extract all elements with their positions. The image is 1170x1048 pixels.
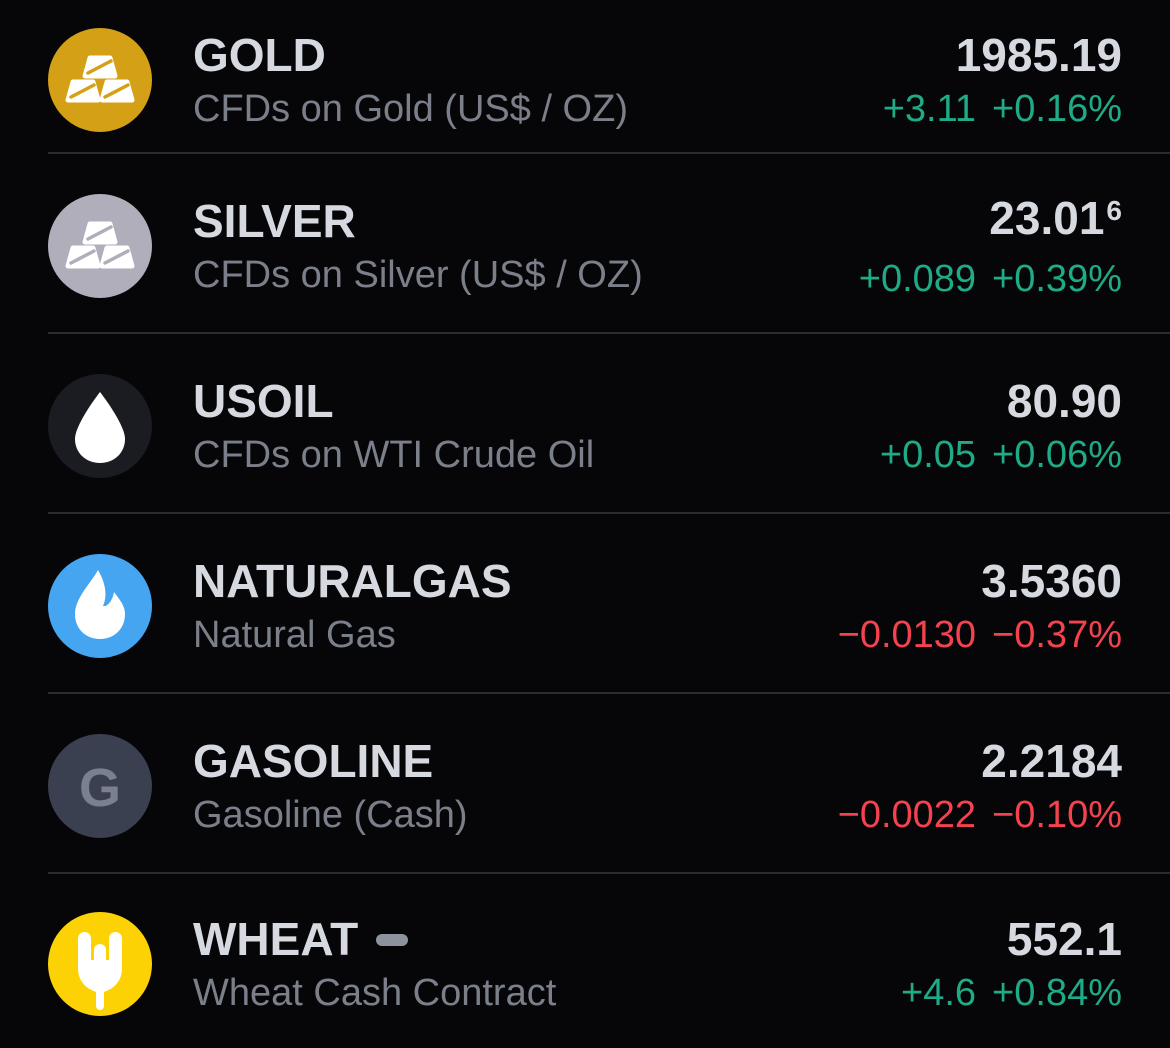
change-percent: +0.06% <box>992 434 1122 476</box>
gold-bars-icon <box>48 28 152 132</box>
change-value: +4.6 <box>901 972 977 1014</box>
change-line: +3.11 +0.16% <box>883 87 1122 131</box>
change-value: +3.11 <box>882 88 977 130</box>
flame-icon <box>48 554 152 658</box>
watchlist-row[interactable]: G GASOLINE Gasoline (Cash) 2.2184 −0.002… <box>0 692 1170 872</box>
symbol-title-line: SILVER <box>193 195 859 247</box>
symbol-description: Wheat Cash Contract <box>193 972 557 1014</box>
silver-bars-icon <box>48 194 152 298</box>
quote: 23.016 +0.089 +0.39% <box>859 192 1122 301</box>
market-closed-icon <box>376 934 409 946</box>
wheat-icon <box>48 912 152 1016</box>
quote: 2.2184 −0.0022 −0.10% <box>838 735 1122 837</box>
symbol-title-line: GASOLINE <box>193 735 838 787</box>
change-value: +0.05 <box>879 434 977 476</box>
watchlist-row[interactable]: SILVER CFDs on Silver (US$ / OZ) 23.016 … <box>0 152 1170 332</box>
symbol-info: NATURALGAS Natural Gas <box>193 555 838 657</box>
symbol-name: GASOLINE <box>193 735 434 787</box>
symbol-name: SILVER <box>193 195 356 247</box>
symbol-name: NATURALGAS <box>193 555 512 607</box>
quote: 80.90 +0.05 +0.06% <box>880 375 1122 477</box>
last-price: 3.5360 <box>838 555 1122 607</box>
symbol-info: GASOLINE Gasoline (Cash) <box>193 735 838 837</box>
symbol-name: GOLD <box>193 29 326 81</box>
symbol-info: SILVER CFDs on Silver (US$ / OZ) <box>193 195 859 297</box>
symbol-description: Natural Gas <box>193 614 396 656</box>
last-price-value: 80.90 <box>1006 375 1122 427</box>
letter-glyph: G <box>78 758 121 818</box>
symbol-description: CFDs on Gold (US$ / OZ) <box>193 88 628 130</box>
symbol-title-line: NATURALGAS <box>193 555 838 607</box>
quote: 552.1 +4.6 +0.84% <box>901 913 1122 1015</box>
symbol-description: CFDs on WTI Crude Oil <box>193 434 595 476</box>
last-price: 1985.19 <box>883 29 1122 81</box>
last-price-fraction: 6 <box>1106 194 1122 226</box>
change-percent: −0.37% <box>992 614 1122 656</box>
oil-drop-icon <box>48 374 152 478</box>
change-line: +4.6 +0.84% <box>901 971 1122 1015</box>
change-percent: +0.16% <box>992 88 1122 130</box>
change-line: −0.0130 −0.37% <box>838 613 1122 657</box>
change-percent: −0.10% <box>992 794 1122 836</box>
last-price-value: 1985.19 <box>955 29 1122 81</box>
last-price-value: 552.1 <box>1006 913 1122 965</box>
watchlist-row[interactable]: GOLD CFDs on Gold (US$ / OZ) 1985.19 +3.… <box>0 0 1170 152</box>
symbol-title-line: GOLD <box>193 29 883 81</box>
last-price-value: 23.01 <box>989 191 1105 244</box>
watchlist-row[interactable]: USOIL CFDs on WTI Crude Oil 80.90 +0.05 +… <box>0 332 1170 512</box>
symbol-name: USOIL <box>193 375 334 427</box>
watchlist-row[interactable]: WHEAT Wheat Cash Contract 552.1 +4.6 +0.8… <box>0 872 1170 1048</box>
symbol-info: USOIL CFDs on WTI Crude Oil <box>193 375 880 477</box>
change-line: +0.05 +0.06% <box>880 433 1122 477</box>
change-value: −0.0130 <box>837 614 977 656</box>
change-line: +0.089 +0.39% <box>859 257 1122 301</box>
last-price: 23.016 <box>859 192 1122 251</box>
symbol-title-line: USOIL <box>193 375 880 427</box>
last-price: 2.2184 <box>838 735 1122 787</box>
last-price: 80.90 <box>880 375 1122 427</box>
change-percent: +0.84% <box>992 972 1122 1014</box>
change-line: −0.0022 −0.10% <box>838 793 1122 837</box>
last-price-value: 3.5360 <box>981 555 1122 607</box>
quote: 3.5360 −0.0130 −0.37% <box>838 555 1122 657</box>
change-value: −0.0022 <box>837 794 977 836</box>
symbol-description: CFDs on Silver (US$ / OZ) <box>193 254 643 296</box>
symbol-info: WHEAT Wheat Cash Contract <box>193 913 901 1015</box>
symbol-title-line: WHEAT <box>193 913 901 965</box>
symbol-description: Gasoline (Cash) <box>193 794 468 836</box>
watchlist-row[interactable]: NATURALGAS Natural Gas 3.5360 −0.0130 −0.… <box>0 512 1170 692</box>
change-percent: +0.39% <box>992 257 1122 300</box>
symbol-name: WHEAT <box>193 913 359 965</box>
letter-g-icon: G <box>48 734 152 838</box>
last-price: 552.1 <box>901 913 1122 965</box>
symbol-info: GOLD CFDs on Gold (US$ / OZ) <box>193 29 883 131</box>
quote: 1985.19 +3.11 +0.16% <box>883 29 1122 131</box>
change-value: +0.089 <box>858 257 977 300</box>
last-price-value: 2.2184 <box>981 735 1122 787</box>
